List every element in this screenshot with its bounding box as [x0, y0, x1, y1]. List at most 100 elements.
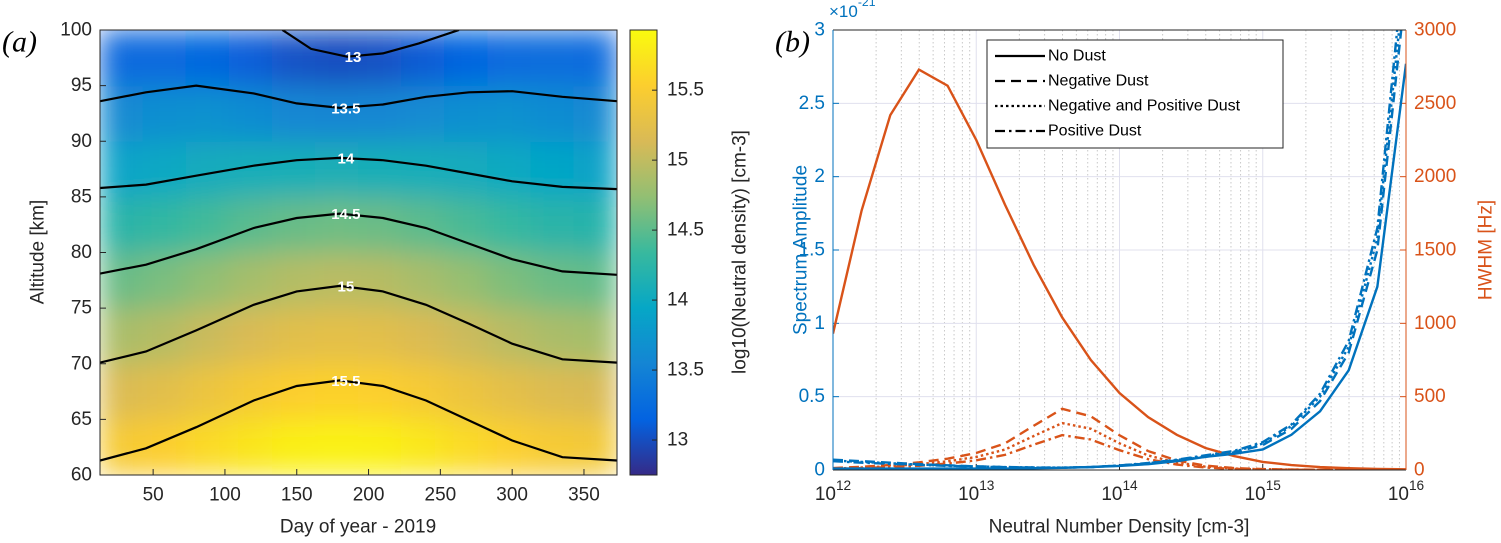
x-tick-label: 1015 — [1245, 478, 1282, 505]
heatmap-cell — [487, 30, 532, 87]
heatmap-cell — [100, 252, 144, 309]
heatmap-cell — [185, 418, 230, 475]
x-tick-label: 100 — [209, 485, 241, 506]
y-tick-label: 70 — [71, 353, 92, 374]
x-tick-label: 350 — [568, 485, 600, 506]
contour-label: 14 — [337, 150, 354, 167]
text-part: 10 — [1101, 484, 1122, 505]
amplitude-line — [833, 30, 1399, 469]
heatmap-cell — [444, 363, 489, 420]
heatmap-cell — [530, 307, 575, 365]
x-tick-label: 150 — [281, 485, 313, 506]
heatmap-area — [100, 30, 617, 475]
x-axis-label: Day of year - 2019 — [280, 517, 436, 538]
heatmap-cell — [228, 252, 273, 309]
heatmap-cell — [487, 418, 532, 475]
heatmap-cell — [401, 418, 446, 475]
text-part: 10 — [1388, 484, 1409, 505]
y2-tick-label: 2500 — [1414, 93, 1456, 114]
heatmap-cell — [573, 196, 617, 253]
x-tick-label: 1013 — [958, 478, 994, 505]
text-part: 12 — [836, 478, 851, 493]
heatmap-cell — [185, 196, 230, 253]
y-axis-label: Spectrum Amplitude — [791, 165, 812, 335]
hwhm-line — [833, 67, 1406, 470]
legend: No Dust Negative Dust Negative and Positiv… — [986, 39, 1284, 149]
heatmap-cell — [573, 418, 617, 475]
contour-label: 14.5 — [331, 206, 360, 223]
contour-line — [100, 212, 617, 276]
heatmap-cell — [487, 85, 532, 142]
colorbar-tick-label: 15 — [667, 150, 688, 171]
heatmap-cell — [444, 140, 489, 198]
contour-line — [100, 284, 617, 364]
heatmap-cell — [228, 307, 273, 365]
heatmap-cell — [142, 30, 187, 87]
x-tick-label: 50 — [143, 485, 164, 506]
contour-line — [100, 84, 617, 110]
heatmap-cell — [185, 252, 230, 309]
y-tick-label: 2 — [814, 166, 825, 187]
colorbar-tick-label: 13.5 — [667, 360, 704, 381]
y-tick-label: 80 — [71, 242, 92, 263]
y-tick-label: 90 — [71, 131, 92, 152]
heatmap-cell — [530, 140, 575, 198]
y2-tick-label: 1500 — [1414, 240, 1456, 261]
contour-line — [100, 379, 617, 462]
heatmap-cell — [271, 140, 316, 198]
heatmap-cell — [185, 85, 230, 142]
y-tick-label: 1.5 — [799, 240, 825, 261]
heatmap-cell — [573, 307, 617, 365]
contour-label: 15.5 — [331, 373, 360, 390]
heatmap-cell — [271, 252, 316, 309]
text-part: 10 — [958, 484, 979, 505]
colorbar-tick-label: 15.5 — [667, 80, 704, 101]
heatmap-cell — [185, 307, 230, 365]
legend-label: Positive Dust — [1048, 123, 1142, 140]
heatmap-cell — [358, 140, 403, 198]
y-axis-label: Altitude [km] — [28, 200, 49, 305]
y-tick-label: 65 — [71, 409, 92, 430]
heatmap-cell — [100, 418, 144, 475]
text-part: 10 — [815, 484, 836, 505]
heatmap-cell — [185, 140, 230, 198]
text-part: 15 — [1266, 478, 1282, 493]
heatmap-cell — [314, 85, 359, 142]
heatmap-cell — [228, 30, 273, 87]
heatmap-cell — [487, 140, 532, 198]
heatmap-cell — [228, 418, 273, 475]
legend-label: Negative and Positive Dust — [1048, 98, 1241, 115]
heatmap-cell — [314, 363, 359, 420]
y2-tick-label: 1000 — [1414, 313, 1456, 334]
heatmap-cell — [530, 363, 575, 420]
heatmap-cell — [401, 85, 446, 142]
heatmap-cell — [271, 307, 316, 365]
y-tick-label: 60 — [71, 465, 92, 486]
x-tick-label: 1012 — [815, 478, 851, 505]
text-part: 16 — [1409, 478, 1424, 493]
text-part: 10 — [1245, 484, 1266, 505]
y-tick-label: 0 — [814, 460, 825, 481]
heatmap — [100, 30, 617, 475]
heatmap-cell — [487, 363, 532, 420]
text-part: -21 — [858, 0, 876, 9]
y-tick-label: 1 — [814, 313, 825, 334]
heatmap-cell — [530, 196, 575, 253]
panel-label: (a) — [2, 26, 37, 59]
text-part: 13 — [979, 478, 994, 493]
heatmap-cell — [271, 30, 316, 87]
heatmap-cell — [401, 140, 446, 198]
heatmap-cell — [271, 418, 316, 475]
heatmap-cell — [444, 418, 489, 475]
contour-line — [281, 30, 460, 58]
contour-label: 15 — [337, 278, 354, 295]
heatmap-cell — [142, 85, 187, 142]
heatmap-cell — [444, 196, 489, 253]
y-tick-label: 3 — [814, 20, 825, 41]
x-tick-label: 250 — [425, 485, 457, 506]
heatmap-cell — [142, 252, 187, 309]
heatmap-cell — [573, 363, 617, 420]
y2-tick-label: 500 — [1414, 386, 1446, 407]
heatmap-cell — [401, 363, 446, 420]
heatmap-cell — [314, 30, 359, 87]
